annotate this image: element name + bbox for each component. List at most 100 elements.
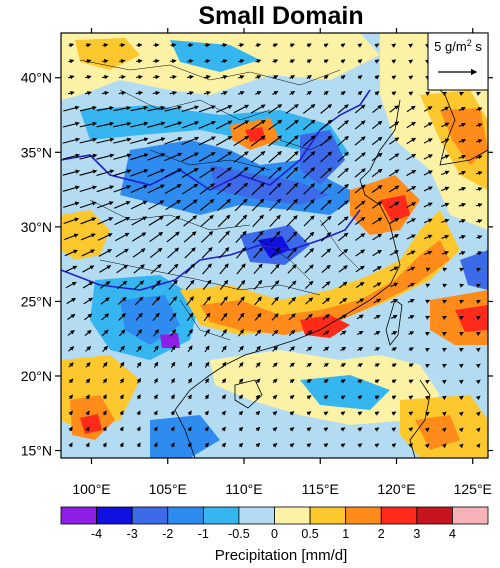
flux-vector: [238, 59, 245, 64]
flux-vector: [425, 91, 431, 96]
colorbar-swatch: [274, 506, 311, 525]
lat-tick-label: 30°N: [21, 219, 52, 235]
flux-vector: [119, 361, 125, 368]
flux-vector: [320, 183, 332, 195]
flux-vector: [374, 331, 381, 336]
reference-vector-box: 5 g/m2 s: [427, 32, 489, 91]
flux-vector: [68, 394, 74, 400]
flux-vector: [303, 231, 315, 243]
flux-vector: [135, 329, 143, 337]
flux-vector: [254, 296, 262, 306]
flux-vector: [218, 247, 230, 259]
flux-vector: [338, 281, 348, 289]
flux-vector: [373, 298, 382, 304]
flux-vector: [304, 247, 315, 258]
flux-vector: [218, 230, 230, 243]
flux-vector: [66, 297, 77, 305]
flux-vector: [372, 233, 383, 241]
flux-vector: [221, 426, 226, 432]
flux-vector: [169, 312, 177, 322]
flux-vector: [101, 313, 110, 321]
precipitation-colorbar: -4 -3 -2 -1 -0.5 0 0.5 1 2 3 4: [60, 506, 489, 541]
colorbar-tick-label: -1: [198, 527, 209, 541]
flux-vector: [289, 427, 295, 432]
flux-vector: [238, 329, 245, 337]
colorbar-tick-label: 0.5: [301, 527, 318, 541]
flux-vector: [285, 104, 299, 114]
flux-vector: [476, 251, 483, 256]
flux-vector: [441, 154, 450, 160]
lon-tick-label: 115°E: [302, 481, 339, 497]
flux-vector: [374, 347, 381, 352]
flux-vector: [423, 122, 433, 128]
flux-vector: [113, 169, 132, 177]
flux-vector: [476, 219, 483, 224]
flux-vector: [476, 235, 483, 240]
flux-vector: [289, 75, 296, 80]
flux-vector: [79, 169, 98, 176]
flux-vector: [238, 442, 244, 448]
flux-vector: [82, 265, 95, 273]
colorbar-swatch: [380, 506, 418, 525]
flux-vector: [391, 427, 397, 432]
flux-vector: [306, 427, 312, 432]
flux-vector: [340, 59, 346, 64]
flux-vector: [130, 105, 149, 112]
flux-vector: [102, 345, 108, 352]
colorbar-tick-label: -2: [162, 527, 173, 541]
flux-vector: [423, 218, 433, 224]
flux-vector: [458, 347, 464, 353]
flux-vector: [113, 105, 132, 112]
flux-vector: [476, 91, 482, 96]
latitude-axis: 40°N 35°N 30°N 25°N 20°N 15°N: [21, 70, 493, 459]
flux-vector: [406, 234, 416, 240]
flux-vector: [68, 410, 73, 416]
flux-vector: [424, 250, 433, 256]
flux-vector: [251, 198, 265, 212]
flux-vector: [389, 105, 400, 113]
flux-vector: [204, 59, 211, 64]
flux-vector: [255, 345, 261, 352]
flux-vector: [83, 297, 94, 305]
flux-vector: [476, 203, 483, 208]
flux-vector: [153, 442, 158, 448]
flux-vector: [458, 202, 467, 208]
flux-vector: [441, 138, 450, 144]
flux-vector: [425, 267, 431, 272]
flux-vector: [458, 107, 466, 112]
flux-vector: [136, 426, 141, 432]
precip-area-west-wet: [61, 210, 110, 260]
flux-vector: [170, 426, 175, 432]
flux-vector: [186, 312, 194, 322]
lon-tick-label: 120°E: [377, 481, 415, 497]
flux-vector: [237, 312, 245, 321]
flux-vector: [302, 135, 316, 147]
flux-vector: [285, 135, 299, 147]
flux-vector: [165, 199, 182, 211]
flux-vector: [373, 282, 382, 288]
flux-vector: [373, 314, 381, 320]
flux-vector: [424, 411, 430, 417]
flux-vector: [389, 217, 400, 225]
flux-vector: [68, 426, 73, 432]
flux-vector: [305, 297, 314, 305]
flux-vector: [255, 59, 262, 64]
flux-vector: [476, 171, 483, 176]
flux-vector: [272, 59, 279, 64]
flux-vector: [164, 184, 182, 194]
flux-vector: [371, 168, 383, 178]
longitude-axis: 100°E 105°E 110°E 115°E 120°E 125°E: [72, 28, 492, 497]
flux-vector: [321, 248, 332, 258]
flux-vector: [374, 75, 380, 80]
flux-vector: [63, 217, 80, 225]
flux-vector: [186, 90, 194, 96]
flux-vector: [147, 153, 166, 161]
flux-vector: [220, 75, 228, 80]
flux-vector: [136, 345, 142, 353]
flux-vector: [337, 232, 349, 242]
flux-vector: [306, 75, 312, 80]
flux-vector: [102, 58, 109, 64]
flux-vector: [153, 58, 160, 64]
flux-vector: [288, 313, 296, 321]
flux-vector: [391, 443, 397, 448]
